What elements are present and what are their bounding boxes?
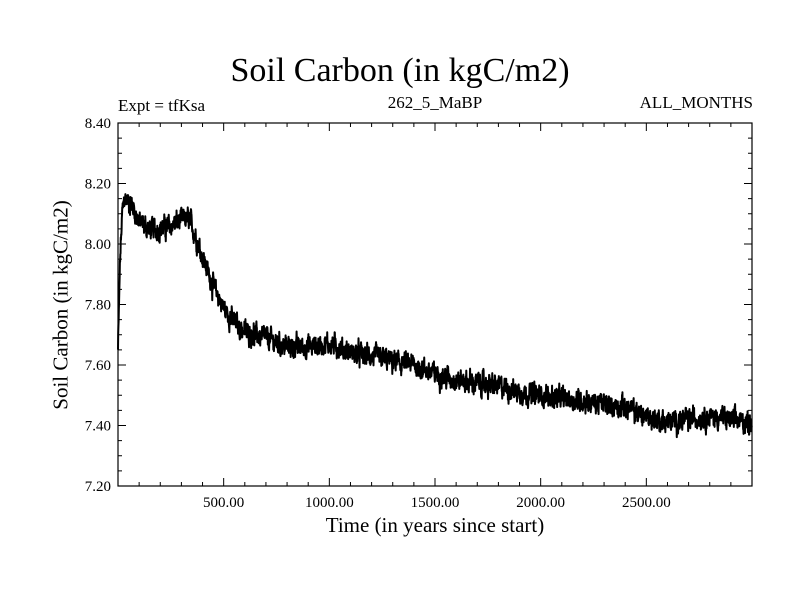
y-tick-label: 8.00	[85, 237, 111, 253]
x-axis-ticks: 500.00 1000.00 1500.00 2000.00 2500.00	[138, 123, 732, 511]
x-tick-label: 2000.00	[516, 495, 565, 511]
x-tick-label: 1000.00	[305, 495, 354, 511]
period-label: ALL_MONTHS	[639, 93, 753, 112]
y-tick-label: 7.60	[85, 358, 111, 374]
x-tick-label: 500.00	[203, 495, 244, 511]
chart-title: Soil Carbon (in kgC/m2)	[230, 52, 570, 89]
y-tick-label: 8.20	[85, 177, 111, 193]
series-line-soil-carbon	[117, 193, 753, 439]
experiment-label: Expt = tfKsa	[118, 96, 206, 115]
y-tick-label: 7.20	[85, 479, 111, 495]
x-axis-title: Time (in years since start)	[325, 513, 545, 537]
x-tick-label: 2500.00	[622, 495, 671, 511]
y-tick-label: 7.40	[85, 419, 111, 435]
y-tick-label: 8.40	[85, 116, 111, 132]
plot-frame	[117, 122, 753, 487]
y-axis-title: Soil Carbon (in kgC/m2)	[48, 200, 73, 410]
y-tick-label: 7.80	[85, 298, 111, 314]
chart-subtitle: 262_5_MaBP	[387, 93, 483, 112]
y-axis-ticks: 7.20 7.40 7.60 7.80 8.00 8.20 8.40	[85, 116, 752, 495]
x-tick-label: 1500.00	[411, 495, 460, 511]
